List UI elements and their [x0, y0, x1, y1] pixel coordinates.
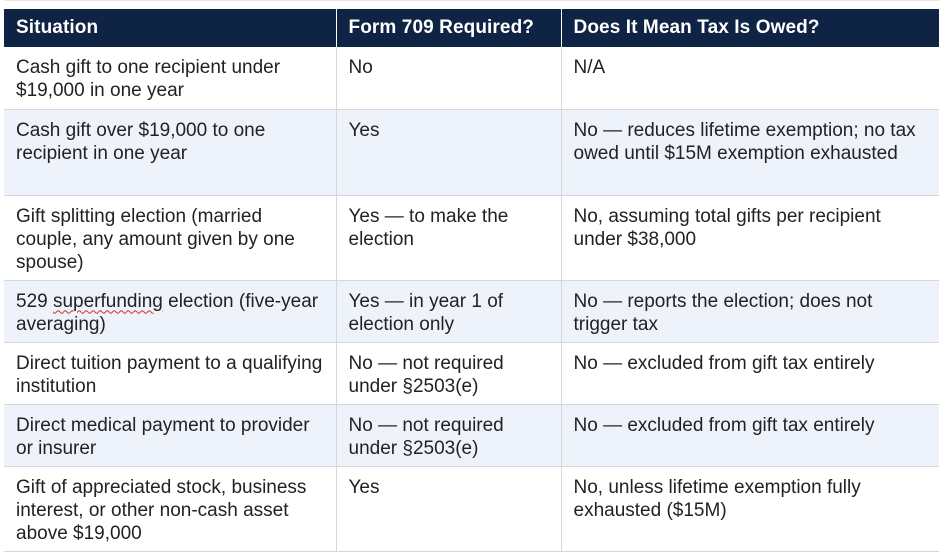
cell-form709: No — not required under §2503(e)	[336, 342, 562, 405]
table-row: Direct tuition payment to a qualifying i…	[4, 342, 939, 405]
cell-tax-owed: No, assuming total gifts per recipient u…	[561, 195, 939, 281]
cell-form709: No	[336, 47, 562, 110]
cell-tax-owed: No — excluded from gift tax entirely	[561, 404, 939, 467]
cell-situation: Direct medical payment to provider or in…	[4, 404, 337, 467]
cell-situation: 529 superfunding election (five-year ave…	[4, 280, 337, 343]
cell-form709: Yes	[336, 109, 562, 196]
table-row: Gift splitting election (married couple,…	[4, 195, 939, 281]
cell-tax-owed: N/A	[561, 47, 939, 110]
gift-tax-table: Situation Form 709 Required? Does It Mea…	[4, 9, 939, 552]
cell-form709: Yes	[336, 466, 562, 552]
cell-form709: Yes — in year 1 of election only	[336, 280, 562, 343]
cell-form709: No — not required under §2503(e)	[336, 404, 562, 467]
cell-situation: Gift of appreciated stock, business inte…	[4, 466, 337, 552]
cell-tax-owed: No — reduces lifetime exemption; no tax …	[561, 109, 939, 196]
cell-form709: Yes — to make the election	[336, 195, 562, 281]
cell-tax-owed: No — reports the election; does not trig…	[561, 280, 939, 343]
table-row: Cash gift to one recipient under $19,000…	[4, 47, 939, 110]
table-row: Direct medical payment to provider or in…	[4, 404, 939, 467]
cell-situation: Gift splitting election (married couple,…	[4, 195, 337, 281]
gift-tax-table-container: Situation Form 709 Required? Does It Mea…	[4, 9, 939, 552]
table-row: Gift of appreciated stock, business inte…	[4, 466, 939, 552]
cell-situation: Cash gift over $19,000 to one recipient …	[4, 109, 337, 196]
header-situation: Situation	[4, 9, 337, 47]
cell-situation: Cash gift to one recipient under $19,000…	[4, 47, 337, 110]
header-form709-required: Form 709 Required?	[336, 9, 562, 47]
table-row: 529 superfunding election (five-year ave…	[4, 280, 939, 343]
situation-prefix: 529	[16, 290, 53, 312]
page-top-rule	[4, 0, 939, 1]
cell-situation: Direct tuition payment to a qualifying i…	[4, 342, 337, 405]
table-header-row: Situation Form 709 Required? Does It Mea…	[4, 9, 939, 47]
cell-tax-owed: No, unless lifetime exemption fully exha…	[561, 466, 939, 552]
spellcheck-marked-word: superfunding	[52, 290, 163, 312]
cell-tax-owed: No — excluded from gift tax entirely	[561, 342, 939, 405]
header-tax-owed: Does It Mean Tax Is Owed?	[561, 9, 939, 47]
situation-suffix: election (five-year averaging)	[16, 290, 319, 335]
table-row: Cash gift over $19,000 to one recipient …	[4, 109, 939, 196]
